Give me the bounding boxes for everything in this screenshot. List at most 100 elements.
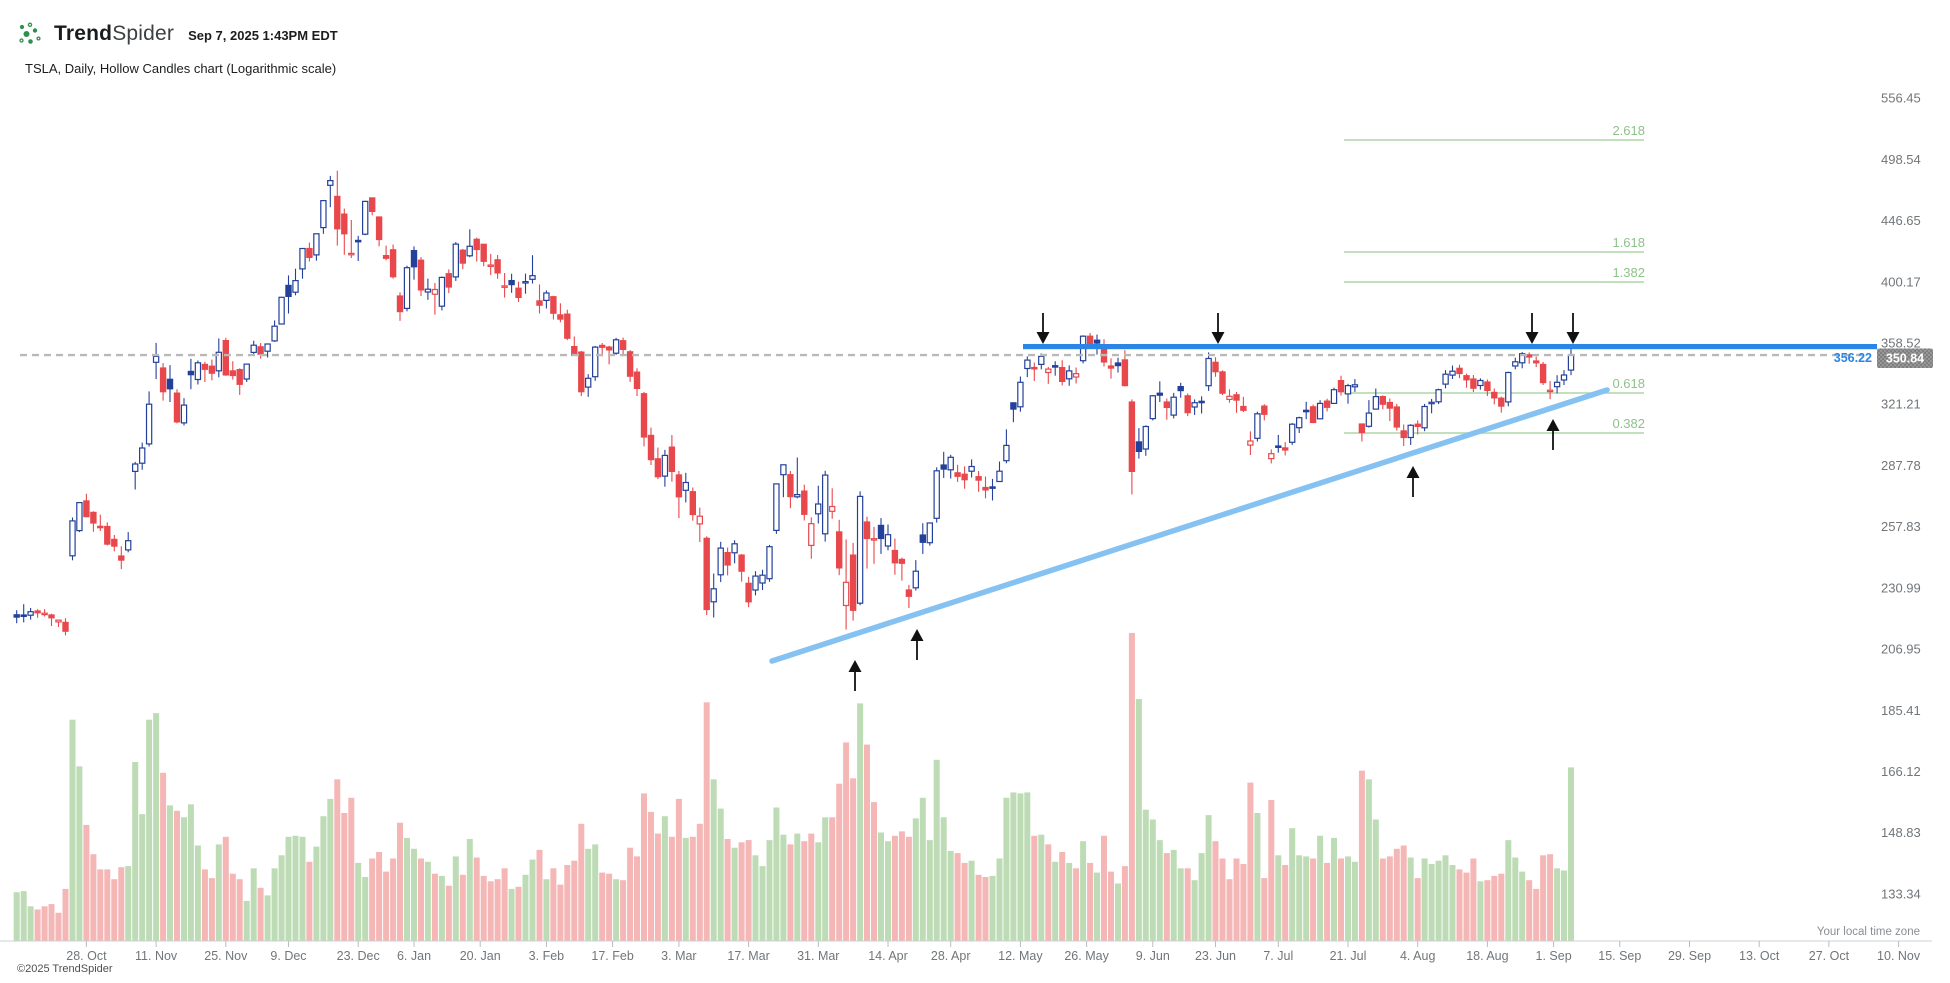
up-arrow-icon[interactable] [1546,419,1560,431]
volume-bar [571,860,578,941]
volume-bar [1345,856,1351,941]
y-axis-label: 206.95 [1881,642,1921,657]
volume-bar [34,909,41,941]
volume-bar [236,879,243,941]
candle-body [1546,389,1554,393]
fib-label-1.382: 1.382 [1612,265,1645,280]
candle-body [313,233,320,256]
candle-body [208,365,216,374]
candle-body [1058,367,1066,383]
volume-bar [982,877,989,941]
candle-body [1072,373,1080,378]
candle-body [1107,365,1115,369]
volume-bar [1031,835,1038,941]
volume-bar [1477,881,1484,941]
fib-label-0.618: 0.618 [1612,376,1645,391]
candle-body [236,369,243,385]
down-arrow-icon[interactable] [1036,332,1050,344]
candle-body [1261,405,1268,415]
candle-body [835,531,843,569]
down-arrow-icon[interactable] [1211,332,1225,344]
x-axis-label: 10. Nov [1877,949,1921,963]
fib-retracement-overlay[interactable]: 2.618 1.618 1.382 0.618 0.382 [1344,123,1645,434]
candle-body [1351,384,1359,388]
up-arrow-icon[interactable] [910,629,924,641]
candle-body [1010,402,1017,410]
volume-bar [1003,797,1010,941]
fib-label-0.382: 0.382 [1612,416,1645,431]
volume-bar [376,852,383,941]
volume-bar [1351,861,1358,941]
candle-body [299,247,306,270]
volume-bar [627,847,634,941]
volume-bar [1094,872,1100,941]
candle-body [1247,440,1254,446]
volume-bar [857,703,864,941]
drawing-annotations[interactable]: 356.22 350.84 [20,313,1933,691]
candle-body [654,458,662,478]
volume-bar [194,845,201,941]
candle-body [194,362,202,381]
candle-body [745,582,752,603]
volume-bar [1324,862,1331,941]
candle-body [1045,368,1052,374]
volume-bar [1024,792,1031,941]
volume-bar [1010,792,1017,941]
volume-bar [369,858,376,941]
volume-bar [1310,858,1317,941]
y-axis-label: 446.65 [1881,213,1921,228]
volume-bar [480,875,487,941]
x-axis-label: 15. Sep [1598,949,1641,963]
volume-bar [1240,864,1247,941]
candle-body [682,481,690,491]
volume-bar [299,836,306,941]
volume-bar [397,822,403,941]
y-axis-label: 230.99 [1881,580,1921,595]
candle-body [1309,406,1317,424]
candle-body [550,296,557,314]
copyright-note: ©2025 TrendSpider [17,963,113,975]
x-axis-label: 23. Dec [337,949,380,963]
volume-bar [599,872,606,941]
volume-bar [689,836,696,941]
candle-body [1226,395,1233,400]
y-axis-label: 287.78 [1881,458,1921,473]
candle-body [773,483,780,531]
resistance-line[interactable] [1023,344,1877,350]
candle-body [97,525,104,529]
volume-bar [815,842,822,941]
volume-bar [661,816,668,941]
volume-bar [522,874,529,941]
candle-body [494,259,501,274]
volume-bar [27,906,34,941]
volume-bar [473,857,480,941]
up-arrow-icon[interactable] [848,660,862,672]
candle-body [1219,371,1226,394]
candle-body [424,288,432,293]
y-axis-label: 321.21 [1881,397,1921,412]
volume-bar [808,833,815,941]
volume-pane [13,632,1574,942]
volume-bar [1386,856,1393,941]
candle-body [919,534,927,543]
volume-bar [1282,865,1289,941]
candle-body [62,621,69,632]
volume-bar [766,840,773,941]
candle-body [480,243,487,262]
volume-bar [222,836,229,941]
trendline[interactable] [769,387,1610,664]
up-arrow-icon[interactable] [1406,466,1420,478]
down-arrow-icon[interactable] [1566,332,1580,344]
down-arrow-icon[interactable] [1525,332,1539,344]
candle-body [1393,406,1400,428]
volume-bar [1219,858,1226,941]
candle-body [1121,359,1129,387]
volume-bar [668,836,675,941]
volume-bar [1170,849,1177,941]
axes-layer[interactable]: 556.45 498.54 446.65 400.17 358.52 321.21 287.… [0,91,1932,963]
volume-bar [515,886,522,942]
volume-bar [613,879,620,941]
candle-body [982,486,989,491]
candle-body [1337,380,1345,393]
